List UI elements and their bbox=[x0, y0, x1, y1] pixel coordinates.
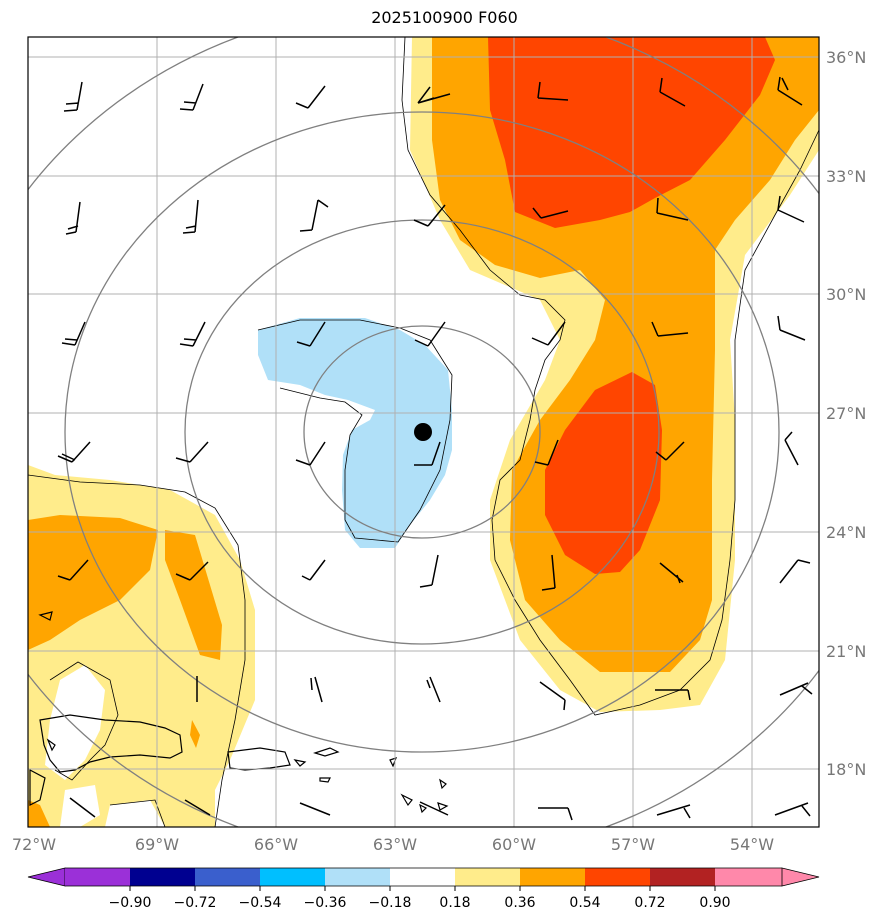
colorbar-tick-label: −0.90 bbox=[109, 895, 152, 911]
colorbar-segment bbox=[585, 868, 650, 886]
lon-label: 69°W bbox=[135, 835, 179, 854]
colorbar-segment bbox=[715, 868, 782, 886]
map-title: 2025100900 F060 bbox=[371, 8, 518, 27]
colorbar-tick-label: −0.54 bbox=[239, 895, 282, 911]
colorbar-tick-label: −0.36 bbox=[304, 895, 347, 911]
colorbar-segment bbox=[390, 868, 455, 886]
colorbar-tick-label: 0.90 bbox=[699, 895, 730, 911]
lon-label: 57°W bbox=[611, 835, 655, 854]
colorbar-segment bbox=[195, 868, 260, 886]
wind-barbs bbox=[57, 76, 813, 821]
storm-center-marker bbox=[414, 423, 432, 441]
colorbar-extend-high bbox=[781, 867, 820, 887]
lat-axis-labels: 36°N 33°N 30°N 27°N 24°N 21°N 18°N bbox=[826, 48, 866, 779]
colorbar-segment bbox=[455, 868, 520, 886]
anomaly-fill bbox=[28, 37, 819, 827]
lat-label: 36°N bbox=[826, 48, 866, 67]
colorbar-extend-low bbox=[27, 867, 66, 887]
coastlines bbox=[29, 611, 449, 814]
lon-axis-labels: 72°W 69°W 66°W 63°W 60°W 57°W 54°W bbox=[12, 835, 774, 854]
colorbar-tick-label: −0.18 bbox=[369, 895, 412, 911]
colorbar-segment bbox=[325, 868, 390, 886]
map-frame bbox=[27, 36, 820, 828]
lon-label: 60°W bbox=[492, 835, 536, 854]
lat-label: 21°N bbox=[826, 642, 866, 661]
colorbar-tick-label: −0.72 bbox=[174, 895, 217, 911]
lat-label: 18°N bbox=[826, 760, 866, 779]
colorbar-segment bbox=[260, 868, 325, 886]
range-rings bbox=[28, 37, 819, 827]
lat-label: 33°N bbox=[826, 167, 866, 186]
lat-label: 24°N bbox=[826, 523, 866, 542]
colorbar-tick-label: 0.36 bbox=[504, 895, 535, 911]
map-area bbox=[28, 37, 819, 827]
colorbar: −0.90 −0.72 −0.54 −0.36 −0.18 0.18 0.36 … bbox=[27, 867, 820, 911]
colorbar-tick-label: 0.18 bbox=[439, 895, 470, 911]
lat-label: 27°N bbox=[826, 404, 866, 423]
lat-label: 30°N bbox=[826, 285, 866, 304]
colorbar-segment bbox=[650, 868, 715, 886]
colorbar-tick-label: 0.72 bbox=[634, 895, 665, 911]
lon-label: 54°W bbox=[730, 835, 774, 854]
lon-label: 66°W bbox=[254, 835, 298, 854]
colorbar-tick-label: 0.54 bbox=[569, 895, 600, 911]
colorbar-segment bbox=[520, 868, 585, 886]
colorbar-segment bbox=[130, 868, 195, 886]
graticule bbox=[28, 37, 819, 827]
colorbar-segment bbox=[65, 868, 130, 886]
lon-label: 63°W bbox=[373, 835, 417, 854]
lon-label: 72°W bbox=[12, 835, 56, 854]
